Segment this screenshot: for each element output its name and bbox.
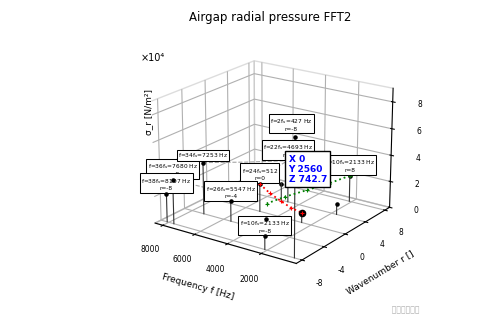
Text: 西莫电机论坛: 西莫电机论坛 bbox=[387, 305, 420, 314]
Y-axis label: Wavenumber r []: Wavenumber r [] bbox=[345, 249, 416, 296]
Title: Airgap radial pressure FFT2: Airgap radial pressure FFT2 bbox=[189, 11, 352, 24]
Text: ×10⁴: ×10⁴ bbox=[140, 53, 165, 63]
Text: σ_r [N/m²]: σ_r [N/m²] bbox=[144, 89, 153, 134]
X-axis label: Frequency f [Hz]: Frequency f [Hz] bbox=[161, 272, 235, 301]
